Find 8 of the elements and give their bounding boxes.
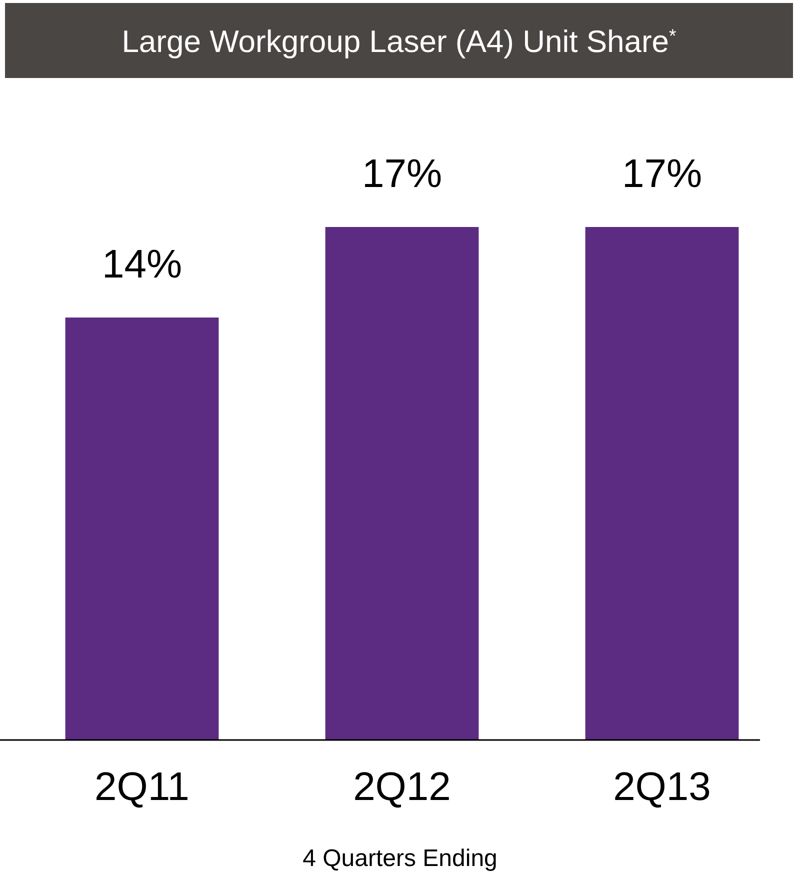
data-label: 14% [102, 242, 182, 287]
x-tick-label: 2Q12 [353, 765, 451, 809]
data-label: 17% [362, 152, 442, 196]
x-tick-label: 2Q13 [613, 765, 711, 809]
chart-title: Large Workgroup Laser (A4) Unit Share$^{*}$ [122, 24, 676, 59]
data-label: 17% [622, 152, 702, 196]
x-axis-title: 4 Quarters Ending [302, 845, 498, 872]
x-tick-label: 2Q11 [94, 765, 190, 809]
